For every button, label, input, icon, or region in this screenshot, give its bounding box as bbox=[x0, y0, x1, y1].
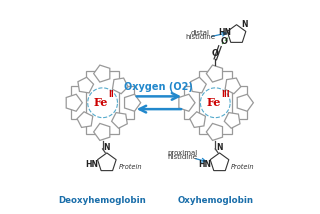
Polygon shape bbox=[190, 112, 205, 127]
Text: Oxyhemoglobin: Oxyhemoglobin bbox=[177, 196, 253, 205]
Text: II: II bbox=[108, 90, 114, 99]
Text: HN: HN bbox=[218, 28, 231, 37]
Polygon shape bbox=[227, 25, 246, 42]
Text: Protein: Protein bbox=[118, 163, 142, 169]
Polygon shape bbox=[112, 78, 128, 94]
Polygon shape bbox=[98, 153, 116, 171]
Polygon shape bbox=[206, 65, 222, 82]
Polygon shape bbox=[225, 78, 241, 94]
Polygon shape bbox=[78, 77, 93, 93]
Text: Oxygen (O2): Oxygen (O2) bbox=[124, 82, 193, 92]
Text: Protein: Protein bbox=[231, 163, 255, 169]
Text: Fe: Fe bbox=[94, 97, 108, 108]
Text: O: O bbox=[221, 37, 228, 46]
Polygon shape bbox=[66, 94, 82, 111]
Polygon shape bbox=[77, 112, 93, 127]
Text: N: N bbox=[104, 144, 110, 153]
Polygon shape bbox=[224, 113, 240, 128]
Polygon shape bbox=[124, 94, 141, 111]
FancyBboxPatch shape bbox=[184, 86, 246, 119]
Text: Deoxyhemoglobin: Deoxyhemoglobin bbox=[59, 196, 147, 205]
Text: III: III bbox=[221, 90, 230, 99]
Polygon shape bbox=[210, 153, 229, 171]
Polygon shape bbox=[191, 77, 206, 93]
Text: distal: distal bbox=[191, 30, 210, 36]
Polygon shape bbox=[237, 94, 253, 111]
Text: O: O bbox=[212, 49, 219, 58]
Text: HN: HN bbox=[85, 160, 98, 169]
Polygon shape bbox=[112, 113, 127, 128]
Polygon shape bbox=[94, 65, 110, 82]
Text: HN: HN bbox=[198, 160, 211, 169]
Polygon shape bbox=[94, 123, 110, 140]
Text: N: N bbox=[216, 144, 223, 153]
Text: proximal: proximal bbox=[167, 150, 197, 156]
Polygon shape bbox=[206, 123, 222, 140]
Polygon shape bbox=[179, 94, 195, 111]
Text: histidine: histidine bbox=[185, 34, 215, 40]
Text: N: N bbox=[241, 20, 248, 29]
Text: histidine: histidine bbox=[167, 153, 197, 159]
FancyBboxPatch shape bbox=[86, 71, 119, 134]
FancyBboxPatch shape bbox=[199, 71, 232, 134]
Text: Fe: Fe bbox=[206, 97, 221, 108]
FancyBboxPatch shape bbox=[71, 86, 134, 119]
